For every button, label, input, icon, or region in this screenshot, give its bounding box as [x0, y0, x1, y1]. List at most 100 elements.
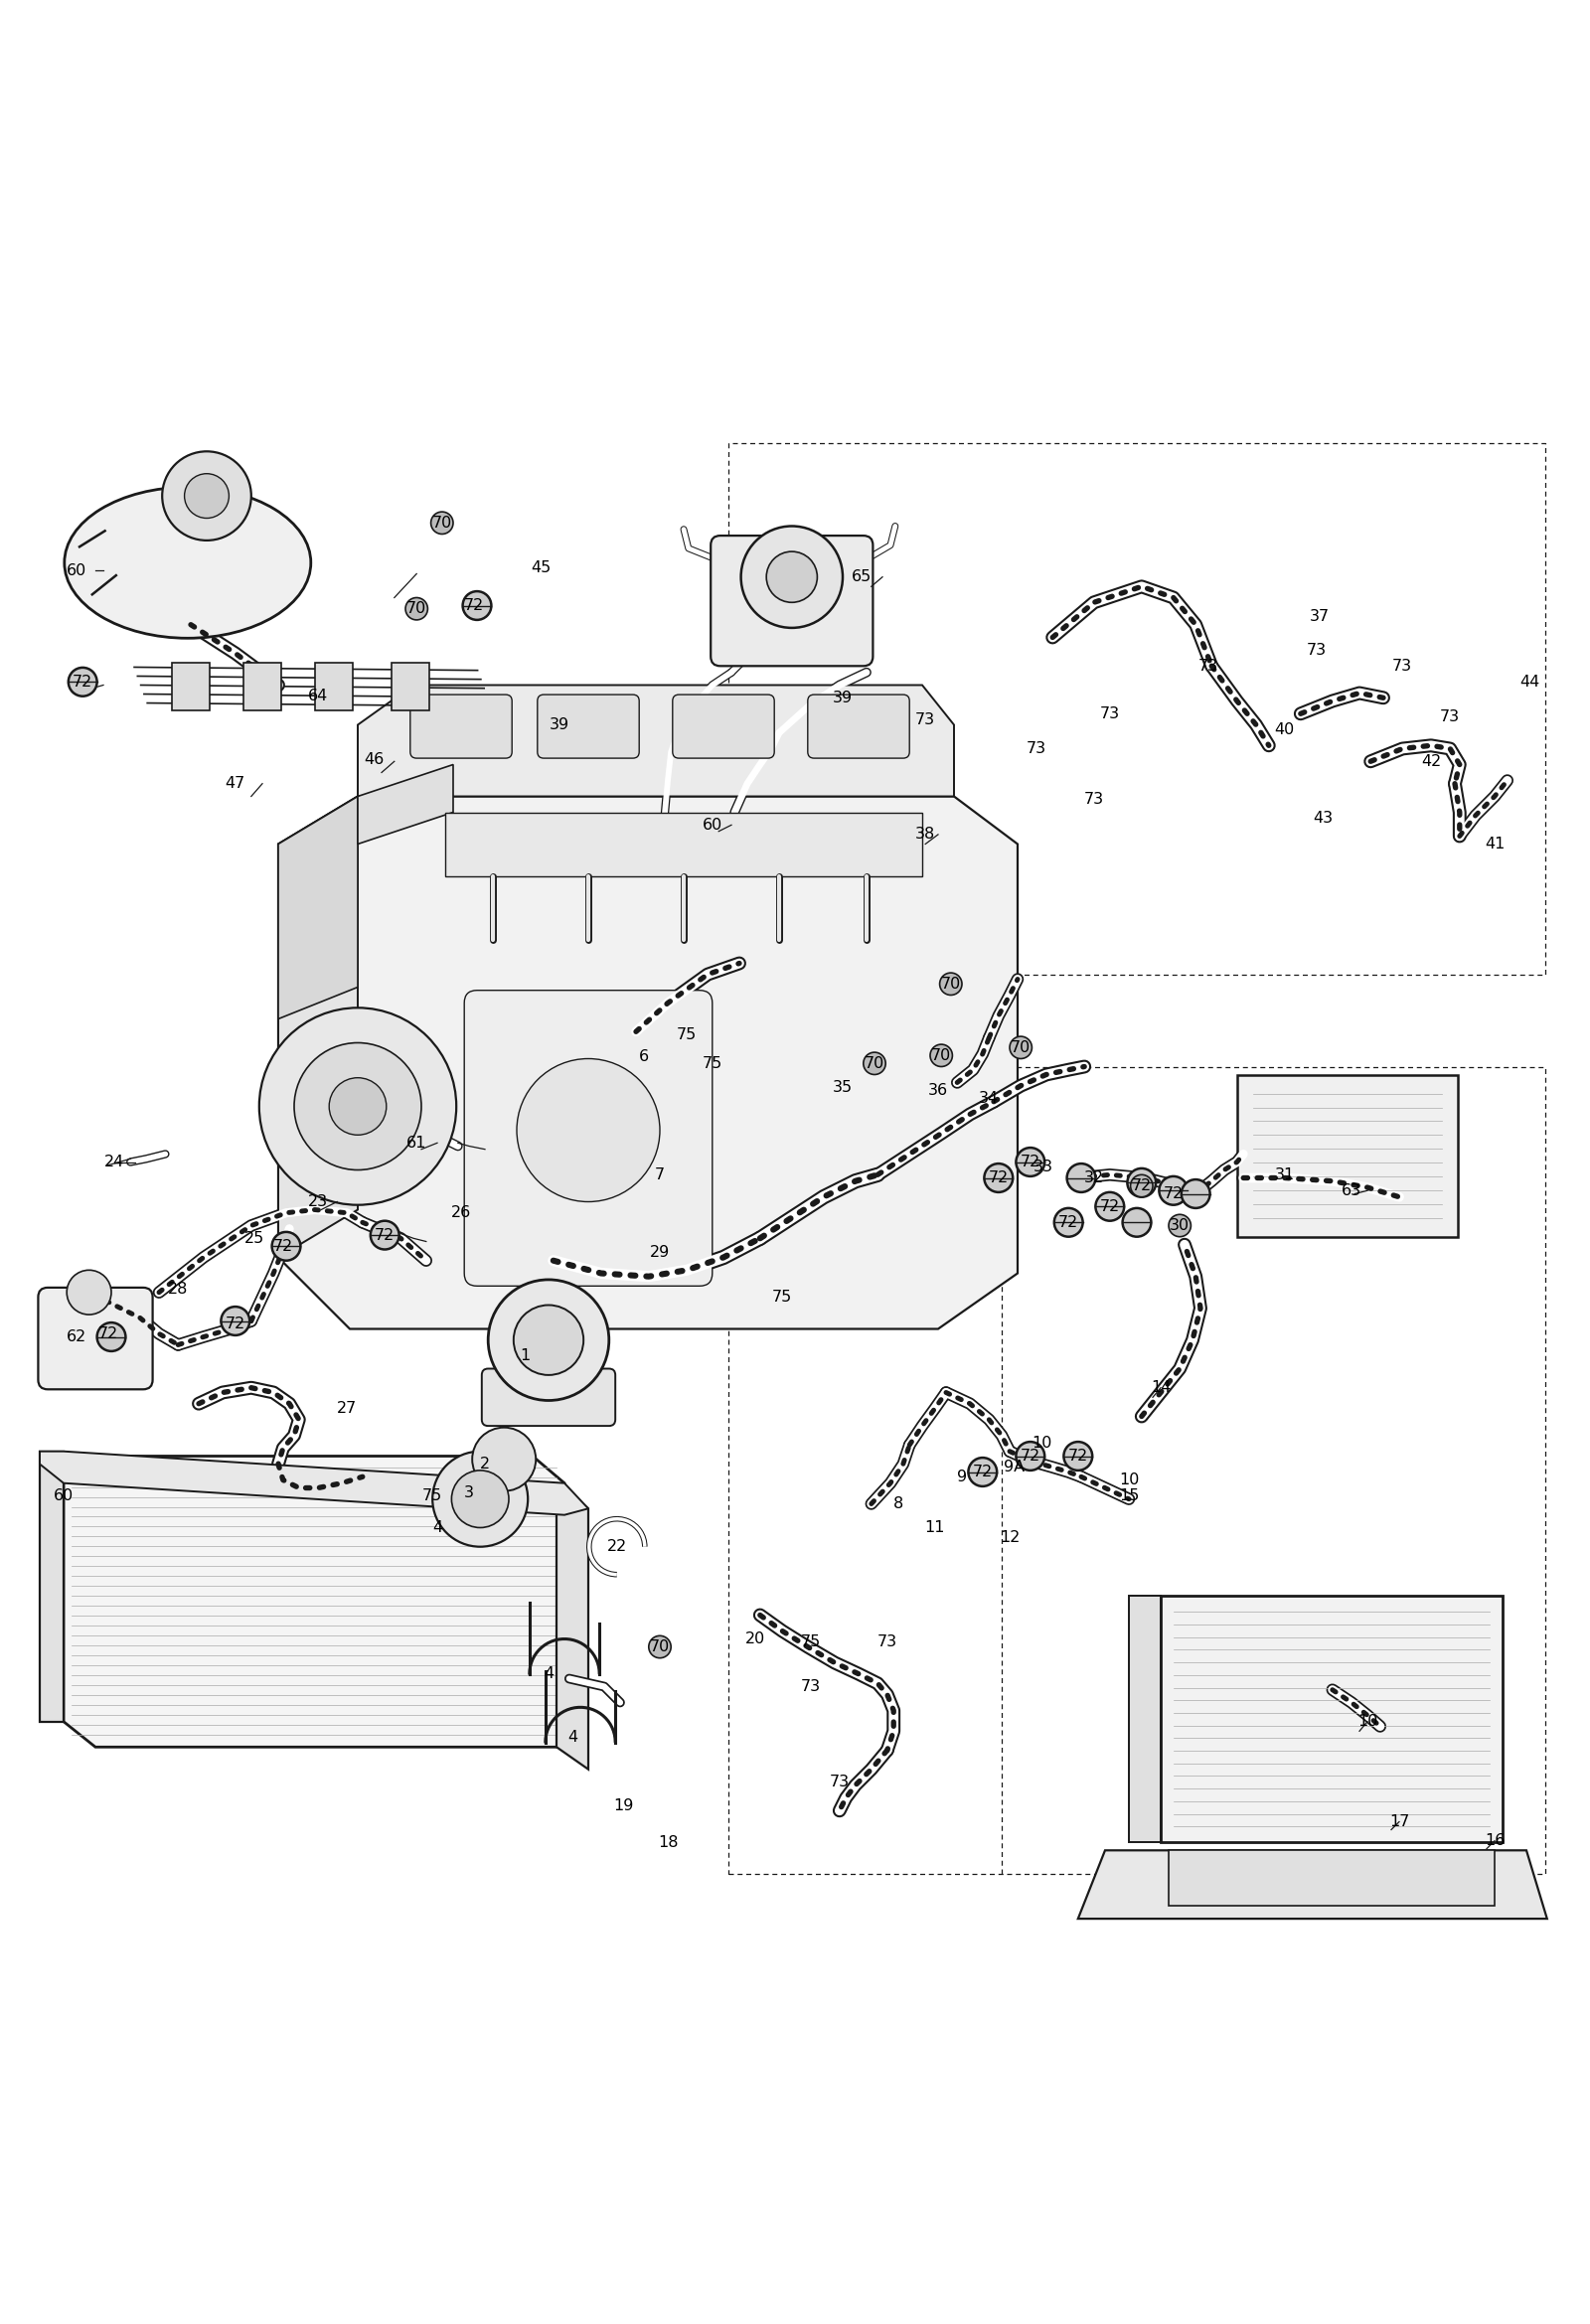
- Circle shape: [1130, 1174, 1153, 1197]
- Text: 34: 34: [979, 1090, 999, 1106]
- Text: 70: 70: [941, 976, 960, 992]
- Text: 73: 73: [830, 1776, 849, 1789]
- Polygon shape: [40, 1450, 588, 1515]
- Text: 29: 29: [650, 1246, 669, 1260]
- Text: 46: 46: [364, 753, 383, 767]
- Circle shape: [1123, 1208, 1151, 1236]
- Circle shape: [649, 1636, 671, 1657]
- Text: 30: 30: [1170, 1218, 1189, 1234]
- Text: 44: 44: [1520, 674, 1539, 690]
- Circle shape: [1054, 1208, 1083, 1236]
- Text: 10: 10: [1119, 1473, 1138, 1487]
- Text: 16: 16: [1485, 1834, 1504, 1848]
- Text: 64: 64: [308, 688, 328, 704]
- Text: 72: 72: [973, 1464, 992, 1480]
- Text: 72: 72: [1021, 1448, 1040, 1464]
- Polygon shape: [64, 1457, 564, 1748]
- Text: 70: 70: [865, 1055, 884, 1071]
- Text: 73: 73: [801, 1680, 820, 1694]
- Text: 62: 62: [67, 1329, 86, 1343]
- Text: 73: 73: [1441, 709, 1460, 725]
- Ellipse shape: [64, 488, 310, 639]
- Text: 72: 72: [1164, 1185, 1183, 1202]
- Text: 10: 10: [1358, 1715, 1377, 1729]
- Text: 60: 60: [54, 1487, 73, 1504]
- Text: 45: 45: [531, 560, 550, 574]
- Circle shape: [294, 1043, 421, 1169]
- Text: 8: 8: [894, 1497, 903, 1511]
- Text: 39: 39: [833, 690, 852, 704]
- Polygon shape: [556, 1483, 588, 1769]
- Text: 14: 14: [1151, 1380, 1170, 1394]
- FancyBboxPatch shape: [243, 662, 281, 711]
- Polygon shape: [278, 797, 358, 1257]
- Polygon shape: [1078, 1850, 1547, 1920]
- Circle shape: [1016, 1441, 1045, 1471]
- Circle shape: [1169, 1215, 1191, 1236]
- Circle shape: [184, 474, 229, 518]
- Circle shape: [463, 590, 491, 621]
- Text: 37: 37: [1310, 609, 1329, 625]
- Text: 65: 65: [852, 569, 871, 583]
- Text: 72: 72: [73, 674, 92, 690]
- Text: 73: 73: [1307, 644, 1326, 658]
- Circle shape: [1064, 1441, 1092, 1471]
- Text: 73: 73: [1393, 658, 1412, 674]
- Text: 17: 17: [1390, 1815, 1409, 1829]
- Polygon shape: [278, 797, 358, 1018]
- Circle shape: [1127, 1169, 1156, 1197]
- Text: 73: 73: [1100, 706, 1119, 720]
- Circle shape: [940, 974, 962, 995]
- Circle shape: [517, 1060, 660, 1202]
- Text: 70: 70: [432, 516, 452, 530]
- Circle shape: [930, 1043, 952, 1067]
- Circle shape: [1096, 1192, 1124, 1220]
- Text: 75: 75: [801, 1634, 820, 1650]
- Text: 70: 70: [1011, 1041, 1030, 1055]
- Circle shape: [67, 1271, 111, 1315]
- Text: 72: 72: [226, 1318, 245, 1332]
- Text: 43: 43: [1313, 811, 1332, 825]
- Circle shape: [431, 511, 453, 535]
- Text: 75: 75: [423, 1487, 442, 1504]
- Text: 1: 1: [520, 1348, 529, 1364]
- Text: 35: 35: [833, 1081, 852, 1095]
- FancyBboxPatch shape: [1237, 1074, 1458, 1236]
- Text: 36: 36: [929, 1083, 948, 1097]
- Text: 20: 20: [746, 1631, 765, 1645]
- FancyBboxPatch shape: [315, 662, 353, 711]
- Circle shape: [272, 1232, 301, 1260]
- Circle shape: [968, 1457, 997, 1487]
- Polygon shape: [1161, 1597, 1503, 1843]
- Circle shape: [514, 1306, 584, 1376]
- Text: 72: 72: [464, 597, 483, 614]
- Text: 11: 11: [925, 1520, 944, 1536]
- Polygon shape: [1169, 1850, 1495, 1906]
- Text: 72: 72: [375, 1227, 394, 1243]
- Text: 12: 12: [1000, 1529, 1019, 1545]
- Text: 70: 70: [650, 1638, 669, 1655]
- Circle shape: [984, 1164, 1013, 1192]
- Text: 72: 72: [989, 1171, 1008, 1185]
- Text: 7: 7: [655, 1167, 665, 1183]
- Circle shape: [452, 1471, 509, 1527]
- Text: 10: 10: [1032, 1436, 1051, 1450]
- Polygon shape: [358, 765, 453, 844]
- Text: 23: 23: [308, 1195, 328, 1208]
- Text: 70: 70: [932, 1048, 951, 1062]
- Polygon shape: [1129, 1597, 1161, 1843]
- Text: 41: 41: [1485, 837, 1504, 851]
- Circle shape: [472, 1427, 536, 1492]
- Circle shape: [1159, 1176, 1188, 1204]
- Circle shape: [97, 1322, 126, 1350]
- Text: 63: 63: [1342, 1183, 1361, 1199]
- FancyBboxPatch shape: [464, 990, 712, 1285]
- Text: 72: 72: [1132, 1178, 1151, 1192]
- Text: 72: 72: [1021, 1155, 1040, 1169]
- Circle shape: [1181, 1181, 1210, 1208]
- Circle shape: [259, 1009, 456, 1204]
- Text: 4: 4: [568, 1729, 577, 1745]
- FancyBboxPatch shape: [410, 695, 512, 758]
- Text: 3: 3: [464, 1485, 474, 1499]
- Circle shape: [741, 525, 843, 627]
